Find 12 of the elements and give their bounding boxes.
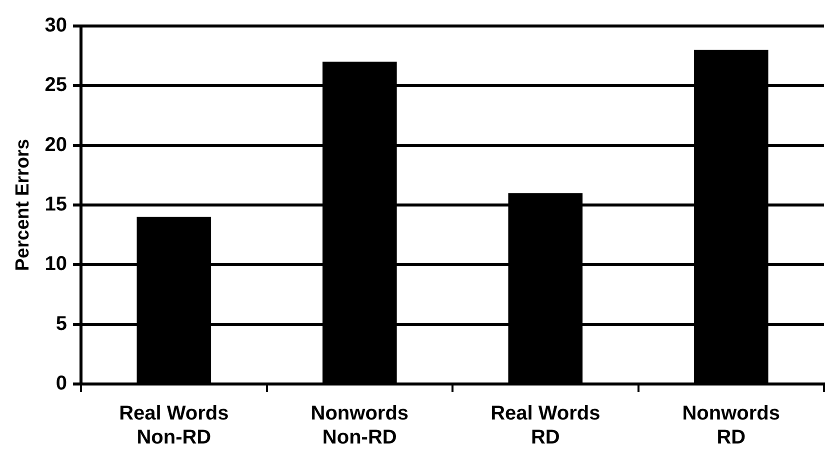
y-tick-label: 20 — [44, 134, 68, 156]
y-tick-label: 5 — [56, 312, 68, 335]
y-tick-label: 0 — [56, 372, 68, 395]
x-tick-label: Nonwords Non-RD — [310, 402, 409, 449]
y-axis-title: Percent Errors — [12, 138, 34, 272]
x-tick-label: Nonwords RD — [682, 402, 780, 449]
x-tick-label: Real Words RD — [490, 402, 600, 449]
x-tick-label: Real Words Non-RD — [119, 402, 229, 449]
y-tick-label: 30 — [44, 14, 68, 37]
y-tick-label: 15 — [44, 194, 68, 216]
y-tick-label: 10 — [44, 253, 68, 276]
y-tick-label: 25 — [44, 74, 68, 96]
